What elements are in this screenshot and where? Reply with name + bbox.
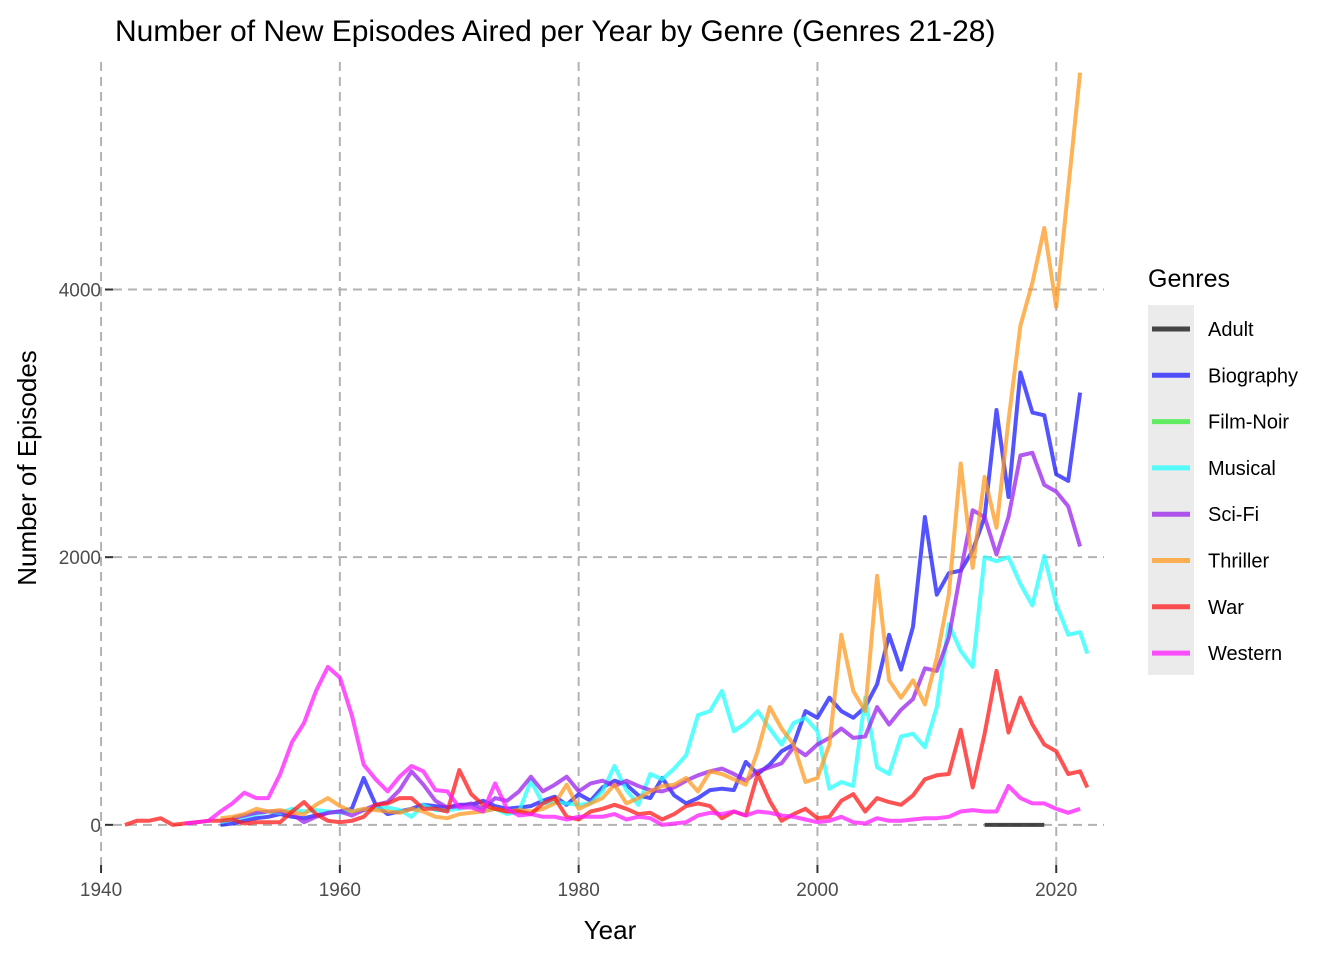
legend-label-war: War [1208, 597, 1244, 619]
axes: 1940 1960 1980 2000 2020 0 2000 4000 [59, 281, 1078, 901]
y-tick-label-4000: 4000 [59, 281, 101, 302]
legend: Genres Adult Biography Film-Noir Musical Sci… [1148, 265, 1298, 675]
series-line-western [184, 664, 1081, 827]
x-tick-label-2000: 2000 [796, 880, 838, 901]
y-tick-label-2000: 2000 [59, 548, 101, 569]
x-tick-label-1940: 1940 [80, 880, 122, 901]
series-line-biography [220, 370, 1083, 827]
x-tick-label-1960: 1960 [319, 880, 361, 901]
legend-key-background [1148, 305, 1194, 675]
legend-label-film-noir: Film-Noir [1208, 412, 1289, 434]
y-tick-label-0: 0 [90, 816, 101, 837]
x-axis-title: Year [584, 915, 637, 945]
x-tick-label-2020: 2020 [1035, 880, 1077, 901]
series-line-thriller [220, 72, 1083, 821]
legend-label-musical: Musical [1208, 458, 1276, 480]
legend-label-sci-fi: Sci-Fi [1208, 504, 1259, 526]
chart-title: Number of New Episodes Aired per Year by… [115, 15, 995, 48]
legend-label-adult: Adult [1208, 319, 1254, 341]
legend-title: Genres [1148, 265, 1230, 293]
series-lines [124, 72, 1090, 827]
series-line-war [124, 668, 1090, 827]
gridlines [100, 62, 1104, 865]
legend-label-western: Western [1208, 643, 1282, 665]
legend-label-biography: Biography [1208, 365, 1298, 387]
legend-label-thriller: Thriller [1208, 551, 1269, 573]
x-tick-label-1980: 1980 [558, 880, 600, 901]
y-axis-title: Number of Episodes [12, 350, 42, 586]
legend-items: Adult Biography Film-Noir Musical Sci-Fi Thri… [1152, 319, 1298, 665]
